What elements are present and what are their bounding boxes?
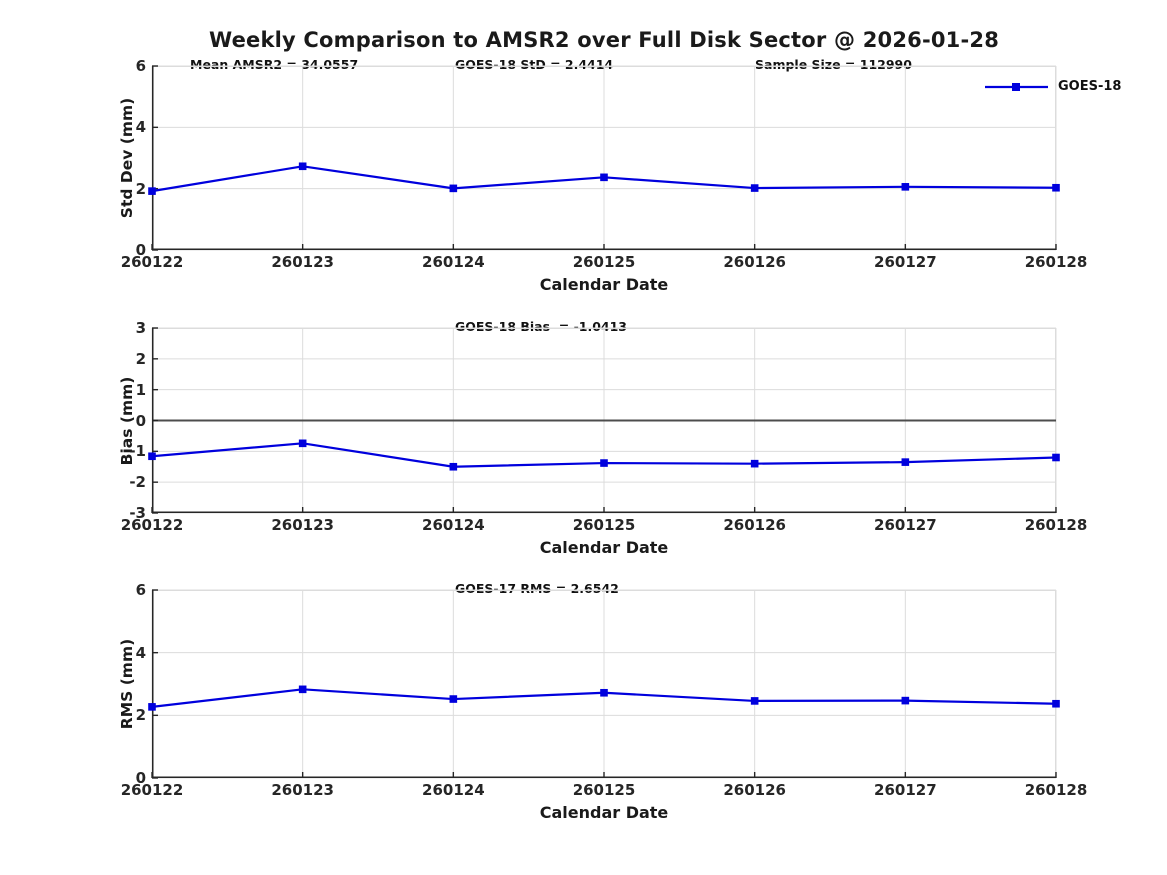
- x-tick-label: 260126: [723, 516, 786, 534]
- legend-line-icon: [985, 82, 1048, 91]
- y-tick-label: 4: [135, 118, 146, 137]
- subplot-stddev: Std Dev (mm) Mean AMSR2 = 34.0557 GOES-1…: [118, 57, 1121, 294]
- x-axis-label-stddev: Calendar Date: [539, 275, 669, 294]
- x-tick-label: 260122: [120, 781, 184, 799]
- legend: GOES-18: [985, 79, 1121, 94]
- y-tick-label: 6: [135, 57, 146, 75]
- data-point-marker: [1052, 183, 1060, 192]
- y-tick-label: 3: [135, 319, 146, 337]
- data-point-marker: [750, 459, 759, 468]
- x-tick-label: 260123: [271, 781, 334, 799]
- y-tick-label: -3: [129, 504, 146, 522]
- x-tick-label: 260128: [1024, 516, 1088, 534]
- annotation-goes17-rms: GOES-17 RMS = 2.6542: [455, 581, 619, 596]
- data-point-marker: [1052, 699, 1060, 708]
- annotation-goes18-std: GOES-18 StD = 2.4414: [455, 57, 614, 72]
- data-point-marker: [148, 187, 156, 195]
- x-tick-label: 260126: [723, 253, 786, 271]
- y-tick-label: 0: [135, 769, 146, 787]
- x-tick-label: 260122: [120, 253, 184, 271]
- x-tick-label: 260127: [874, 253, 937, 271]
- data-point-marker: [298, 439, 307, 448]
- plot-area: [148, 327, 1060, 514]
- x-tick-label: 260127: [874, 516, 937, 534]
- y-axis-label-stddev: Std Dev (mm): [118, 97, 136, 219]
- data-point-marker: [901, 458, 910, 466]
- data-point-marker: [901, 696, 910, 705]
- x-tick-label: 260126: [723, 781, 786, 799]
- x-tick-label: 260122: [120, 516, 184, 534]
- x-tick-label: 260127: [874, 781, 937, 799]
- y-tick-label: 2: [135, 349, 146, 368]
- x-tick-label: 260124: [422, 781, 485, 799]
- subplot-rms: RMS (mm) GOES-17 RMS = 2.6542 Calendar D…: [118, 581, 1087, 822]
- y-tick-label: 2: [135, 179, 146, 198]
- x-tick-label: 260123: [271, 516, 334, 534]
- annotation-goes18-bias: GOES-18 Bias = -1.0413: [455, 319, 628, 334]
- x-tick-label: 260128: [1024, 253, 1088, 271]
- data-point-marker: [750, 697, 759, 705]
- y-tick-label: 4: [135, 643, 146, 662]
- x-tick-label: 260125: [572, 516, 636, 534]
- y-tick-label: 6: [135, 581, 146, 599]
- data-point-marker: [148, 703, 156, 711]
- y-tick-label: 2: [135, 706, 146, 725]
- figure-title: Weekly Comparison to AMSR2 over Full Dis…: [208, 28, 1000, 52]
- data-point-marker: [298, 162, 307, 171]
- x-tick-label: 260124: [422, 516, 485, 534]
- plot-area: [148, 65, 1060, 251]
- data-point-marker: [901, 183, 910, 191]
- data-point-marker: [750, 184, 759, 192]
- x-tick-label: 260125: [572, 253, 636, 271]
- data-point-marker: [449, 695, 458, 703]
- annotation-sample-size: Sample Size = 112990: [755, 57, 912, 72]
- x-tick-label: 260124: [422, 253, 485, 271]
- x-tick-label: 260128: [1024, 781, 1088, 799]
- x-tick-label: 260123: [271, 253, 334, 271]
- y-tick-label: 0: [135, 241, 146, 259]
- annotation-mean-amsr2: Mean AMSR2 = 34.0557: [190, 57, 359, 72]
- x-tick-label: 260125: [572, 781, 636, 799]
- data-point-marker: [1052, 453, 1060, 462]
- x-axis-label-bias: Calendar Date: [539, 538, 669, 557]
- y-tick-label: -1: [129, 442, 146, 461]
- data-point-marker: [600, 173, 608, 182]
- y-tick-label: 0: [135, 411, 146, 430]
- data-point-marker: [600, 459, 608, 467]
- subplot-bias: Bias (mm) GOES-18 Bias = -1.0413 Calenda…: [118, 319, 1087, 557]
- x-axis-label-rms: Calendar Date: [539, 803, 669, 822]
- legend-label: GOES-18: [1058, 79, 1122, 94]
- data-point-marker: [148, 452, 156, 461]
- y-tick-label: 1: [135, 380, 146, 399]
- data-point-marker: [449, 462, 458, 471]
- data-point-marker: [298, 685, 307, 694]
- plot-area: [148, 589, 1060, 779]
- data-point-marker: [449, 184, 458, 193]
- data-point-marker: [600, 688, 608, 697]
- y-tick-label: -2: [129, 473, 146, 492]
